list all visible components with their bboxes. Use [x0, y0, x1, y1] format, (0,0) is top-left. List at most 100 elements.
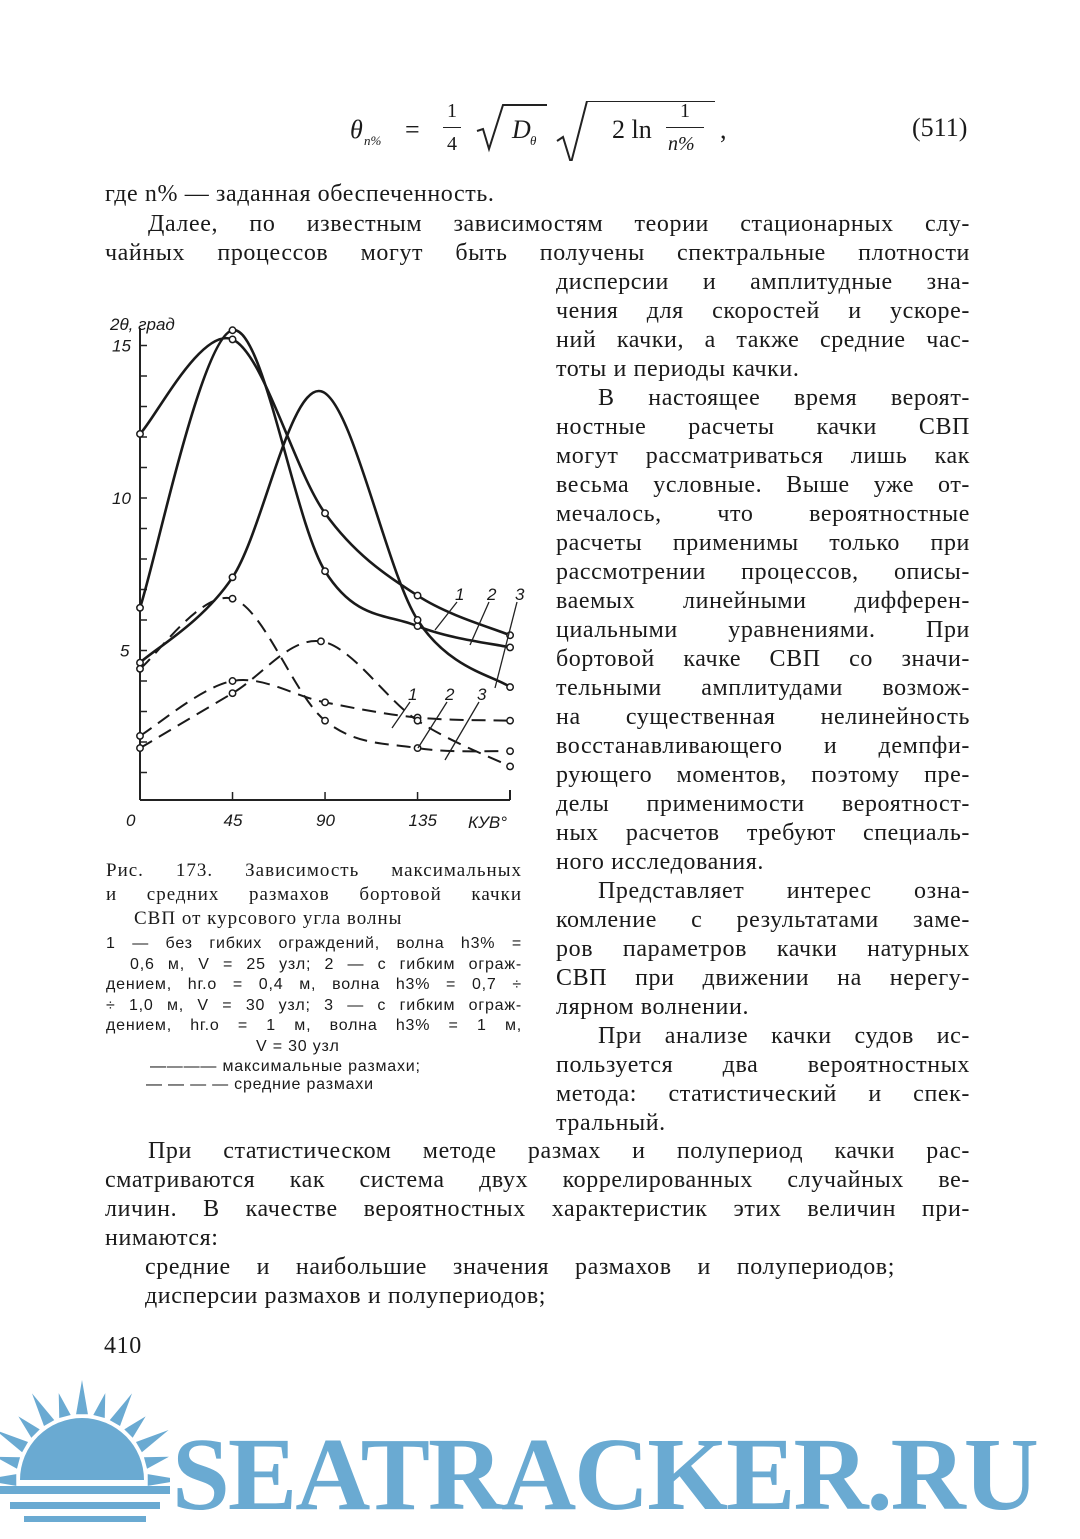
- x-tick-label: 90: [316, 811, 335, 830]
- caption-title-line: и средних размахов бортовой качки: [106, 884, 522, 905]
- curve-label-leader: [444, 701, 480, 761]
- y-tick-label: 15: [112, 337, 131, 356]
- text-line: дисперсии и амплитудные зна-: [556, 269, 970, 295]
- text-line: Представляет интерес озна-: [598, 878, 970, 904]
- legend-solid-label: ———— максимальные размахи;: [150, 1058, 421, 1075]
- series-solid-3-point: [228, 573, 237, 582]
- curve-label-solid-2: 2: [486, 585, 497, 604]
- sun-ray: [0, 1431, 29, 1453]
- text-line: весьма условные. Выше уже от-: [556, 472, 970, 498]
- text-line: мечалось, что вероятностные: [556, 501, 970, 527]
- text-line: на существенная нелинейность: [556, 704, 970, 730]
- series-solid-3-point: [506, 683, 515, 692]
- text-line: Далее, по известным зависимостям теории …: [148, 211, 970, 237]
- series-solid-2-point: [506, 643, 515, 652]
- text-line: метода: статистический и спек-: [556, 1081, 970, 1107]
- text-line: пользуется два вероятностных: [556, 1052, 970, 1078]
- series-solid-3-line: [139, 389, 511, 689]
- text-line: лярном волнении.: [556, 994, 750, 1020]
- sun-ray: [143, 1456, 169, 1469]
- text-line: При анализе качки судов ис-: [598, 1023, 970, 1049]
- series-solid-2-point: [321, 567, 329, 576]
- formula-D-sub: θ: [530, 133, 537, 148]
- series-dashed-3-point: [136, 744, 144, 753]
- series-dashed-3-point: [506, 762, 515, 771]
- x-tick-label: 0: [126, 811, 136, 830]
- series-dashed-3-point: [316, 637, 325, 646]
- series-dashed-3-point: [413, 716, 422, 725]
- formula-number: (511): [912, 113, 968, 142]
- watermark: SEATRACKER.RU: [172, 1417, 1039, 1532]
- y-tick-label: 10: [112, 489, 131, 508]
- fraction-bar: [666, 127, 704, 128]
- sun-logo-icon: [0, 1380, 170, 1522]
- intro-line: где n% — заданная обеспеченность.: [105, 181, 495, 207]
- series-dashed-3-line: [139, 640, 511, 768]
- page-number: 410: [104, 1333, 142, 1359]
- series-solid-3-point: [413, 616, 422, 624]
- text-line: ных расчетов требуют специаль-: [556, 820, 970, 846]
- series-dashed-2-point: [506, 747, 515, 756]
- text-line: ний качки, а также средние час-: [556, 327, 970, 353]
- series-solid-1-point: [136, 430, 144, 438]
- sun-ray: [18, 1416, 40, 1438]
- formula-2ln: 2 ln: [612, 115, 652, 144]
- formula-511: θ n% = 1 4 D θ 2 ln 1 n% , (511): [350, 95, 990, 175]
- series-solid-1-point: [413, 591, 422, 600]
- text-line: тельными амплитудами возмож-: [556, 675, 970, 701]
- curve-label-solid-1: 1: [455, 585, 464, 604]
- text-line: могут рассматриваться лишь как: [556, 443, 970, 469]
- sun-ray: [135, 1430, 169, 1453]
- series-solid-2-point: [228, 326, 237, 335]
- formula-lhs: θ: [350, 115, 363, 144]
- text-line: ров параметров качки натурных: [556, 936, 970, 962]
- text-line: тоты и периоды качки.: [556, 356, 800, 382]
- text-line: При статистическом методе размах и полуп…: [148, 1138, 970, 1164]
- caption-title-line: СВП от курсового угла волны: [134, 908, 403, 929]
- formula-frac-den: 4: [447, 133, 457, 155]
- formula-D: D: [512, 115, 531, 144]
- series-dashed-1-point: [506, 716, 515, 725]
- text-line: СВП при движении на нерегу-: [556, 965, 970, 991]
- sun-ray: [124, 1416, 146, 1438]
- text-line: рующего моментов, поэтому пре-: [556, 762, 970, 788]
- formula-frac2-den: n%: [668, 133, 695, 155]
- caption-title-line: Рис. 173. Зависимость максимальных: [106, 860, 522, 881]
- caption-legend-line: дением, hг.о = 1 м, волна h3% = 1 м,: [106, 1017, 522, 1034]
- text-line: чайных процессов могут быть получены спе…: [105, 240, 970, 266]
- text-line: В настоящее время вероят-: [598, 385, 970, 411]
- text-line: ного исследования.: [556, 849, 764, 875]
- legend-dashed-label: — — — — средние размахи: [146, 1076, 374, 1093]
- series-dashed-3-point: [228, 689, 237, 698]
- x-axis-label: КУВ°: [468, 813, 507, 832]
- series-dashed-1-line: [139, 679, 511, 737]
- curve-label-leader: [417, 701, 448, 749]
- series-solid-1-point: [321, 509, 329, 518]
- curve-label-solid-3: 3: [515, 585, 525, 604]
- sun-ray: [0, 1456, 21, 1469]
- sun-ray: [0, 1474, 17, 1486]
- series-dashed-2-point: [136, 664, 144, 673]
- text-line: делы применимости вероятност-: [556, 791, 970, 817]
- sun-ray: [58, 1393, 71, 1419]
- caption-legend-line: ÷ 1,0 м, V = 30 узл; 3 — с гибким ограж-: [106, 996, 522, 1014]
- text-line: бортовой качке СВП со значи-: [556, 646, 970, 672]
- formula-frac-num: 1: [447, 100, 457, 122]
- curve-label-leader: [434, 601, 458, 631]
- series-dashed-2-line: [139, 596, 511, 753]
- sun-ray: [109, 1393, 132, 1427]
- text-line: личин. В качестве вероятностных характер…: [105, 1196, 970, 1222]
- sun-ray: [32, 1393, 55, 1427]
- curve-label-dashed-1: 1: [408, 685, 417, 704]
- series-dashed-1-point: [136, 731, 144, 740]
- text-line: циальными уравнениями. При: [556, 617, 970, 643]
- y-tick-label: 5: [120, 642, 130, 661]
- sun-ray: [76, 1380, 88, 1415]
- caption-legend-line: 0,6 м, V = 25 узл; 2 — с гибким ограж-: [130, 955, 522, 973]
- text-line: чения для скоростей и ускоре-: [556, 298, 970, 324]
- text-line: нимаются:: [105, 1225, 219, 1251]
- text-line: тральный.: [556, 1110, 666, 1136]
- radical-signs: [476, 101, 715, 161]
- text-line: ностные расчеты качки СВП: [556, 414, 970, 440]
